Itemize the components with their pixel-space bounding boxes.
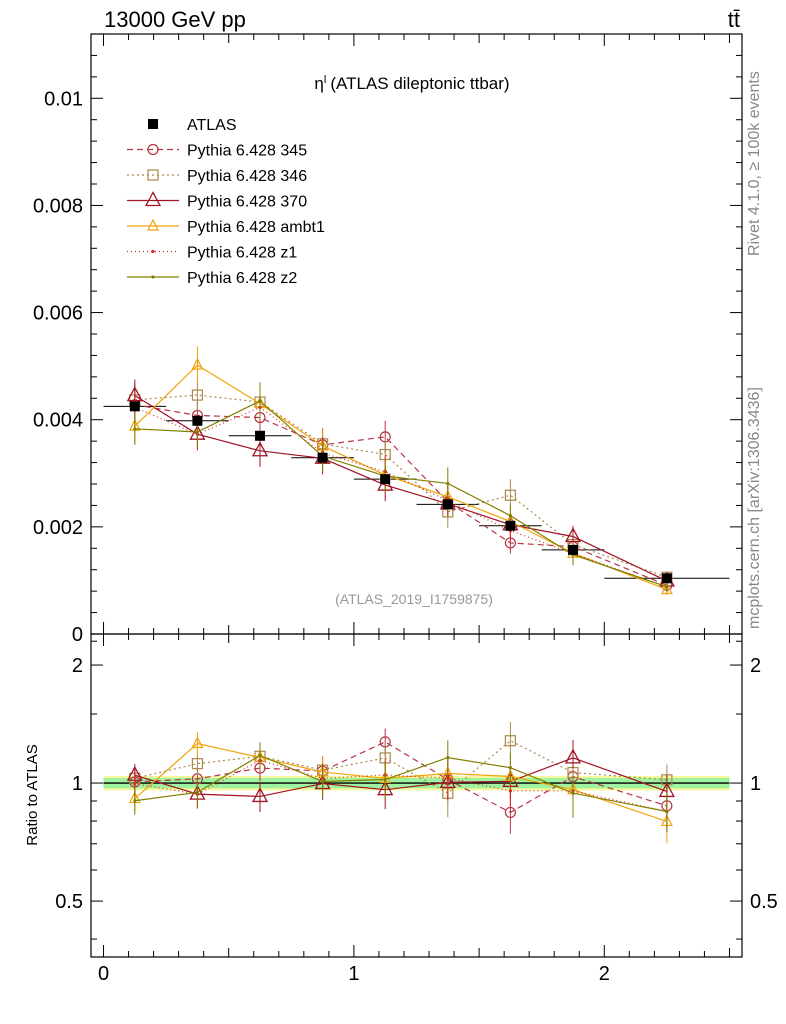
rivet-label: Rivet 4.1.0, ≥ 100k events xyxy=(746,71,763,256)
x-tick-label: 2 xyxy=(599,963,610,985)
legend-series-label: Pythia 6.428 346 xyxy=(187,168,307,185)
series-6-main-point xyxy=(133,427,137,431)
legend-series-marker xyxy=(151,275,155,279)
ratio-y-tick-label-right: 2 xyxy=(750,655,761,677)
atlas-data-point xyxy=(129,401,140,412)
series-4-ratio-point xyxy=(191,736,204,749)
legend-series-marker xyxy=(147,143,159,156)
legend-series-marker xyxy=(144,191,162,207)
atlas-data-point xyxy=(380,474,391,485)
ratio-y-tick-label-right: 0.5 xyxy=(750,891,778,913)
ratio-y-tick-label-left: 0.5 xyxy=(55,891,83,913)
series-6-ratio-point xyxy=(383,777,387,782)
series-3-main-point xyxy=(251,441,269,457)
legend: ATLAS Pythia 6.428 345 Pythia 6.428 346 Pyt… xyxy=(127,117,325,287)
ratio-y-tick-label-left: 2 xyxy=(72,655,83,677)
series-2-ratio-point xyxy=(504,735,516,747)
ratio-frame xyxy=(90,633,743,958)
legend-series-label: Pythia 6.428 ambt1 xyxy=(187,219,325,236)
legend-series-label: Pythia 6.428 370 xyxy=(187,194,307,211)
series-6-ratio-point xyxy=(665,809,669,814)
ratio-y-tick-label-right: 1 xyxy=(750,773,761,795)
legend-atlas-marker xyxy=(148,119,158,129)
ratio-y-tick-label-left: 1 xyxy=(72,773,83,795)
y-tick-label: 0 xyxy=(72,624,83,646)
atlas-data-point xyxy=(505,520,516,531)
series-1-main-line xyxy=(134,404,668,586)
chart-title-sup: l xyxy=(324,74,326,86)
series-6-main-line xyxy=(134,400,668,588)
series-6-main-point xyxy=(508,514,512,518)
series-4-main-point xyxy=(660,582,673,595)
series-6-ratio-point xyxy=(258,753,262,758)
chart-title-symbol: η xyxy=(314,74,323,93)
series-6-ratio-point xyxy=(195,790,200,794)
series-6-main-point xyxy=(665,585,669,589)
atlas-data-point xyxy=(442,499,453,510)
atlas-data-point xyxy=(255,430,266,441)
series-6-main-point xyxy=(258,399,262,403)
y-tick-label: 0.006 xyxy=(33,303,83,325)
series-5-ratio-point xyxy=(446,776,450,780)
series-2-main-point xyxy=(504,489,516,501)
series-6-ratio-point xyxy=(571,791,575,795)
series-6-ratio-point xyxy=(133,799,137,803)
atlas-data-point xyxy=(192,415,203,426)
legend-series-marker xyxy=(147,169,159,181)
legend-series-marker xyxy=(151,249,155,254)
series-2-ratio-point xyxy=(191,758,204,770)
series-5-ratio-point xyxy=(508,789,512,793)
series-6-ratio-point xyxy=(446,756,450,760)
legend-series-marker xyxy=(147,218,159,231)
legend-series-label: Pythia 6.428 z1 xyxy=(187,245,297,262)
mcplots-label: mcplots.cern.ch [arXiv:1306.3436] xyxy=(746,387,763,629)
series-5-ratio-point xyxy=(133,782,137,786)
series-3-ratio-point xyxy=(251,787,269,803)
chart-title-text: (ATLAS dileptonic ttbar) xyxy=(330,74,509,93)
series-2-main-point xyxy=(191,389,204,401)
chart-title: ηl (ATLAS dileptonic ttbar) xyxy=(314,74,509,93)
series-6-ratio-point xyxy=(321,779,325,784)
y-tick-label: 0.002 xyxy=(33,517,83,539)
x-tick-label: 1 xyxy=(348,963,359,985)
ratio-plot-area: 0 1 2 0.5 0.5 1 1 2 2 xyxy=(55,633,778,985)
main-plot-area: 0 0.002 0.004 0.006 0.008 0.01 xyxy=(33,33,743,957)
y-tick-label: 0.008 xyxy=(33,195,83,217)
atlas-data-point xyxy=(567,544,578,555)
series-6-ratio-point xyxy=(508,766,512,770)
legend-series-label: Pythia 6.428 z2 xyxy=(187,270,297,287)
series-1-ratio-line xyxy=(134,741,668,814)
series-6-main-point xyxy=(195,430,200,434)
y-tick-label: 0.01 xyxy=(44,88,83,110)
energy-label: 13000 GeV pp xyxy=(104,7,246,32)
atlas-data-point xyxy=(661,573,672,584)
x-tick-label: 0 xyxy=(98,963,109,985)
process-label: tt̄ xyxy=(728,7,740,32)
series-4-main-point xyxy=(191,357,204,370)
legend-series-label: Pythia 6.428 345 xyxy=(187,143,307,160)
series-3-ratio-point xyxy=(564,748,582,764)
atlas-data-point xyxy=(317,452,328,463)
series-6-main-point xyxy=(446,481,450,486)
y-tick-label: 0.004 xyxy=(33,410,83,432)
ratio-y-axis-label: Ratio to ATLAS xyxy=(24,744,41,845)
series-3-main-point xyxy=(564,527,582,543)
analysis-id: (ATLAS_2019_I1759875) xyxy=(335,591,493,607)
legend-atlas-label: ATLAS xyxy=(187,117,237,134)
